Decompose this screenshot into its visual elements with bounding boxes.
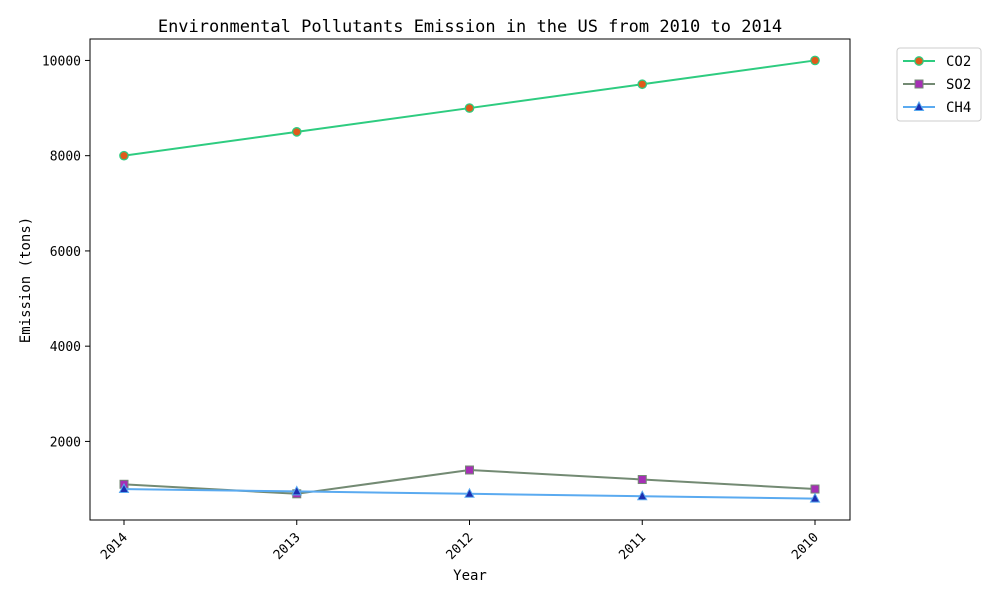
y-tick-label: 2000 — [50, 435, 81, 450]
data-point-ch4 — [636, 490, 648, 501]
y-tick-label: 6000 — [50, 245, 81, 260]
series-co2 — [119, 55, 820, 161]
legend-label: CH4 — [946, 100, 971, 116]
chart-title: Environmental Pollutants Emission in the… — [158, 17, 782, 37]
legend: CO2 SO2 CH4 — [896, 47, 982, 122]
series-ch4 — [118, 482, 821, 503]
data-point-co2 — [291, 127, 302, 137]
y-tick-label: 8000 — [50, 150, 81, 165]
legend-swatch-marker — [913, 100, 925, 111]
legend-item-so2: SO2 — [903, 77, 971, 93]
legend-frame — [896, 47, 982, 122]
data-point-co2 — [119, 150, 129, 161]
data-point-so2 — [465, 465, 474, 475]
legend-item-ch4: CH4 — [903, 100, 971, 116]
data-point-so2 — [637, 475, 647, 485]
legend-label: SO2 — [946, 77, 971, 93]
x-axis-label: Year — [453, 568, 487, 584]
x-tick-label: 2014 — [98, 530, 131, 563]
data-point-so2 — [810, 484, 820, 494]
y-tick-label: 10000 — [42, 54, 81, 69]
data-point-co2 — [637, 79, 648, 90]
data-point-ch4 — [118, 482, 130, 494]
x-axis: 2014 2013 2012 2011 2010 — [98, 520, 822, 563]
data-point-co2 — [810, 55, 820, 66]
x-tick-label: 2011 — [616, 530, 649, 563]
data-point-ch4 — [809, 492, 821, 503]
legend-swatch-marker — [914, 56, 924, 66]
legend-item-co2: CO2 — [903, 54, 971, 70]
data-point-ch4 — [291, 485, 303, 496]
legend-swatch-marker — [914, 79, 924, 89]
data-point-ch4 — [464, 487, 475, 498]
x-tick-label: 2010 — [789, 530, 822, 563]
y-axis-label: Emission (tons) — [18, 217, 34, 343]
y-axis: 2000 4000 6000 8000 10000 — [42, 54, 90, 450]
y-tick-label: 4000 — [50, 340, 81, 355]
legend-label: CO2 — [946, 54, 971, 70]
x-tick-label: 2012 — [444, 530, 477, 563]
series-layer — [118, 55, 821, 503]
data-point-co2 — [464, 103, 475, 113]
x-tick-label: 2013 — [271, 530, 304, 563]
